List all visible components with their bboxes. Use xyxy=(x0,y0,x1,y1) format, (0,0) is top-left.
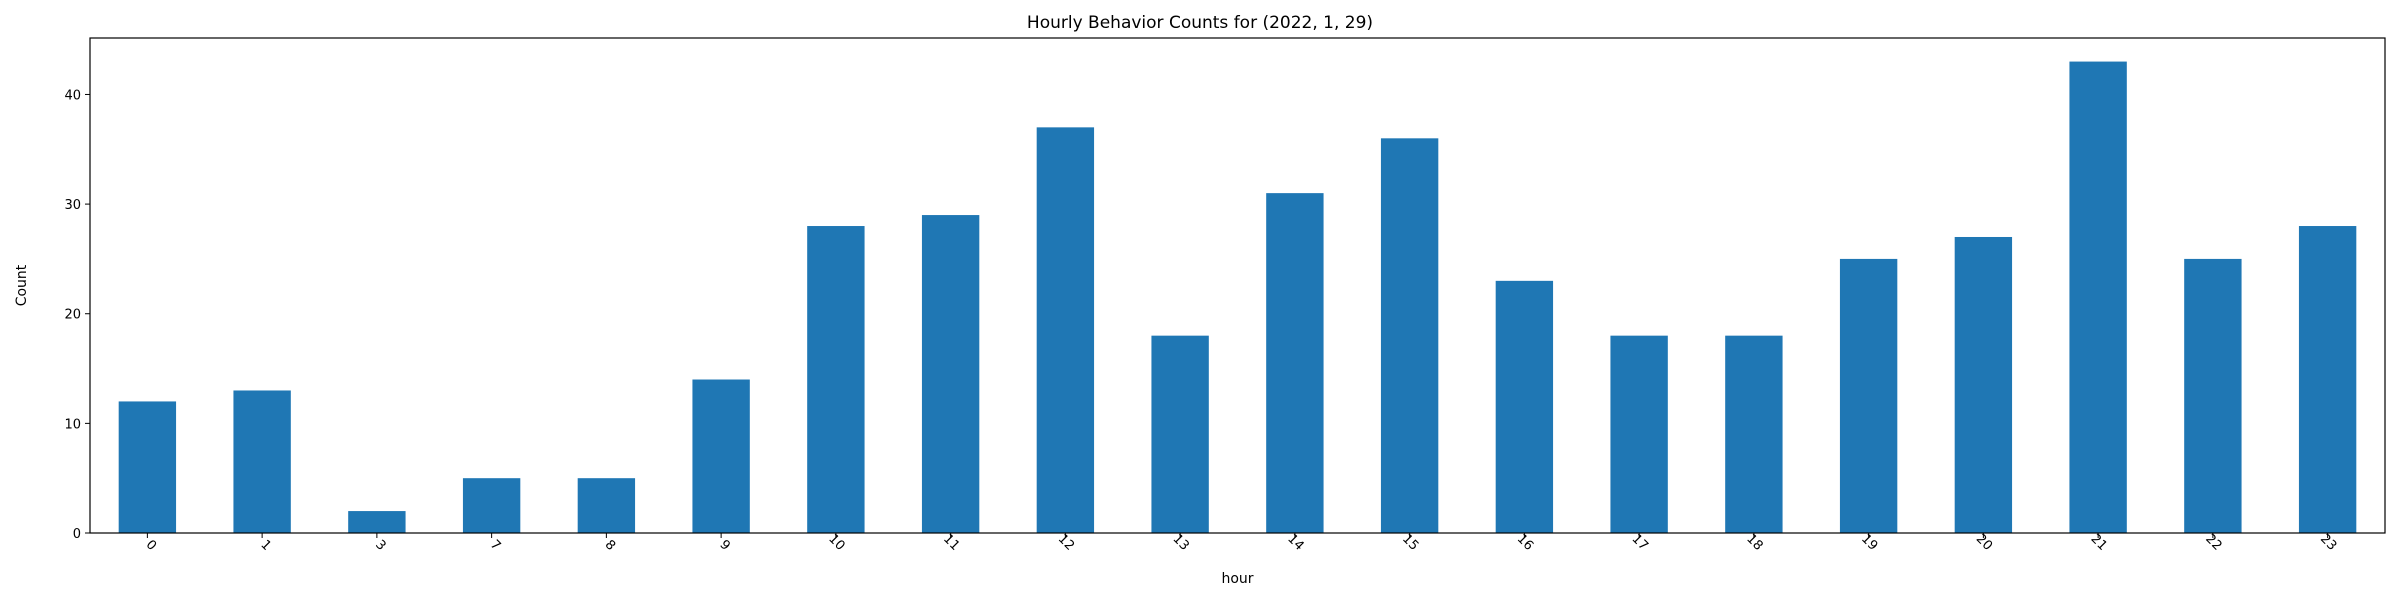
bar-hour-14 xyxy=(1266,193,1324,534)
bar-hour-12 xyxy=(1036,127,1095,533)
bar-hour-16 xyxy=(1495,280,1554,533)
y-tick-label: 0 xyxy=(73,527,81,542)
bar-hour-8 xyxy=(577,478,636,533)
y-axis: 0 10 20 30 40 xyxy=(64,88,90,542)
plot-frame xyxy=(89,37,2386,534)
y-tick-label: 10 xyxy=(64,417,81,432)
x-axis-label: hour xyxy=(1221,571,1253,587)
bars-layer xyxy=(118,61,2357,534)
bar-hour-10 xyxy=(807,226,865,533)
y-axis-label: Count xyxy=(14,264,30,306)
bar-hour-23 xyxy=(2298,226,2357,533)
bar-hour-15 xyxy=(1380,138,1439,533)
bar-hour-19 xyxy=(1839,258,1898,533)
bar-hour-22 xyxy=(2184,258,2242,533)
y-tick-label: 30 xyxy=(64,198,81,213)
bar-hour-7 xyxy=(462,478,521,533)
bar-hour-17 xyxy=(1610,335,1668,533)
bar-hour-9 xyxy=(692,379,750,533)
bar-hour-0 xyxy=(118,401,177,533)
chart-title: Hourly Behavior Counts for (2022, 1, 29) xyxy=(1027,13,1373,33)
bar-hour-21 xyxy=(2069,61,2127,533)
bar-hour-11 xyxy=(921,215,980,533)
y-tick-label: 40 xyxy=(64,88,81,103)
bar-hour-18 xyxy=(1725,335,1783,533)
bar-hour-3 xyxy=(348,511,406,533)
bar-hour-20 xyxy=(1954,236,2013,534)
bar-hour-1 xyxy=(233,390,291,533)
y-tick-label: 20 xyxy=(64,308,81,323)
bar-hour-13 xyxy=(1151,335,1209,533)
